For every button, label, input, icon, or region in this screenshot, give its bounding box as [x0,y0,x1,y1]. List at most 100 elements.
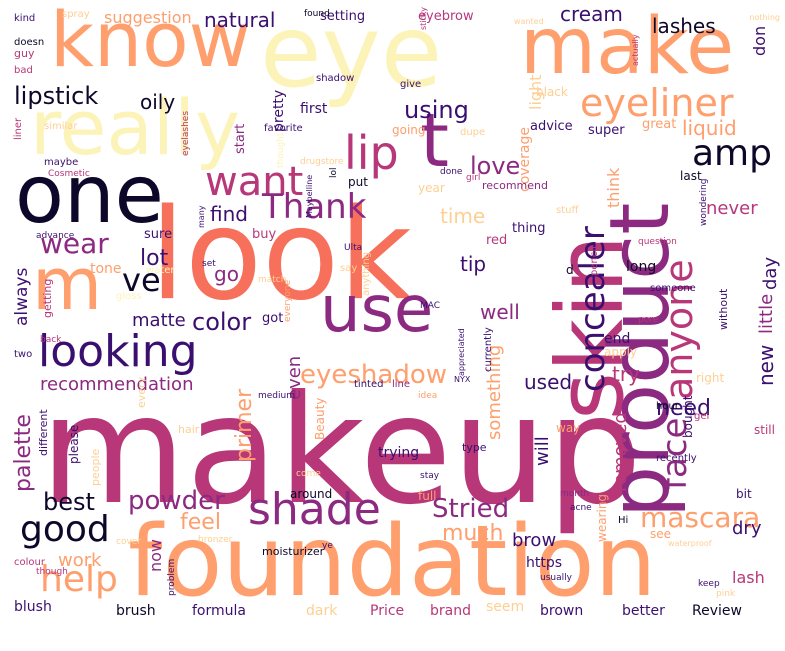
cloud-word: first [300,101,328,117]
cloud-word: removed [610,412,631,492]
cloud-word: help [40,559,118,600]
cloud-word: pink [716,589,736,599]
cloud-word: powder [128,486,225,516]
cloud-word: don [750,25,769,56]
cloud-word: better [622,603,665,619]
cloud-word: end [604,331,631,347]
cloud-word: oily [140,90,176,114]
cloud-word: acne [570,503,592,513]
cloud-word: similar [44,121,78,132]
cloud-word: Price [370,603,405,619]
cloud-word: wondering [699,178,709,226]
cloud-word: moisturizer [262,545,325,558]
cloud-word: brush [116,603,156,619]
cloud-word: Stried [432,494,510,524]
cloud-word: use [320,273,434,347]
cloud-word: around [290,487,333,501]
cloud-word: now [146,538,165,572]
cloud-word: hour [656,401,679,412]
cloud-word: tinted [354,379,384,390]
cloud-word: primer [232,388,257,462]
cloud-word: d [566,263,574,277]
cloud-word: dry [732,518,762,539]
cloud-word: say [340,263,358,274]
cloud-word: setting [320,9,366,24]
cloud-word: never [706,198,758,219]
cloud-word: https [526,555,563,571]
cloud-word: color [192,308,252,336]
cloud-word: idea [418,391,438,401]
cloud-word: pencil [589,246,600,276]
cloud-word: ye [322,541,333,551]
cloud-word: medium [258,391,295,401]
cloud-word: maybe [44,157,79,168]
cloud-word: little [756,293,777,334]
cloud-word: water [146,265,175,276]
cloud-word: liquid [682,116,737,140]
cloud-word: try [612,362,640,386]
cloud-word: will [532,436,553,466]
cloud-word: used [524,370,573,394]
cloud-word: know [50,0,251,84]
cloud-word: matte [132,310,186,331]
cloud-word: back [40,335,62,345]
cloud-word: recommend [482,179,548,192]
cloud-word: pore [638,315,659,325]
cloud-word: Cosmetic [48,169,90,179]
cloud-word: done [440,167,463,177]
cloud-word: everyone [283,279,293,322]
cloud-word: liner [13,117,24,140]
cloud-word: amp [692,133,772,174]
cloud-word: recommendation [40,374,194,395]
cloud-word: gloss [116,291,142,302]
cloud-word: advance [36,231,75,241]
cloud-word: NYX [454,375,471,384]
cloud-word: girl [466,173,481,183]
cloud-word: eyeshadow [300,360,448,390]
cloud-word: eyelashes [181,110,191,156]
cloud-word: brow [512,530,557,551]
cloud-word: two [14,349,33,360]
cloud-word: looking [38,326,198,377]
cloud-word: give [400,79,422,90]
cloud-word: shadow [316,73,355,84]
cloud-word: much [442,521,504,546]
cloud-word: well [480,300,520,324]
cloud-word: foundation [128,505,657,619]
cloud-word: sure [144,227,173,242]
cloud-word: bought [681,395,695,439]
cloud-word: people [89,448,102,486]
cloud-word: still [754,423,775,437]
cloud-word: black [536,85,568,99]
cloud-word: tone [90,261,122,277]
cloud-word: got [262,311,284,326]
cloud-word: stuff [556,205,579,216]
cloud-word: wear [40,227,109,260]
cloud-word: different [37,409,50,456]
cloud-word: wanted [514,17,544,26]
cloud-word: stay [420,471,440,481]
cloud-word: cover [116,537,142,547]
cloud-word: colour [14,557,45,568]
cloud-word: usually [540,573,572,583]
cloud-word: lot [140,246,169,271]
cloud-word: look [150,181,413,328]
cloud-word: without [717,288,730,330]
cloud-word: set [202,259,216,269]
cloud-word: need [656,396,711,421]
cloud-word: Review [692,603,742,619]
cloud-word: found [304,9,330,19]
cloud-word: recently [656,453,697,464]
cloud-word: question [638,237,677,247]
cloud-word: blush [14,599,52,615]
cloud-word: advice [530,119,573,134]
cloud-word: long [626,259,657,275]
cloud-word: tip [460,252,487,276]
cloud-word: getting [41,278,54,318]
cloud-word: bronzer [198,535,233,545]
cloud-word: sticky [419,6,428,30]
cloud-word: waterproof [668,539,712,548]
cloud-word: find [210,202,248,226]
cloud-word: Maybelline [305,174,314,218]
cloud-word: guy [14,47,35,60]
